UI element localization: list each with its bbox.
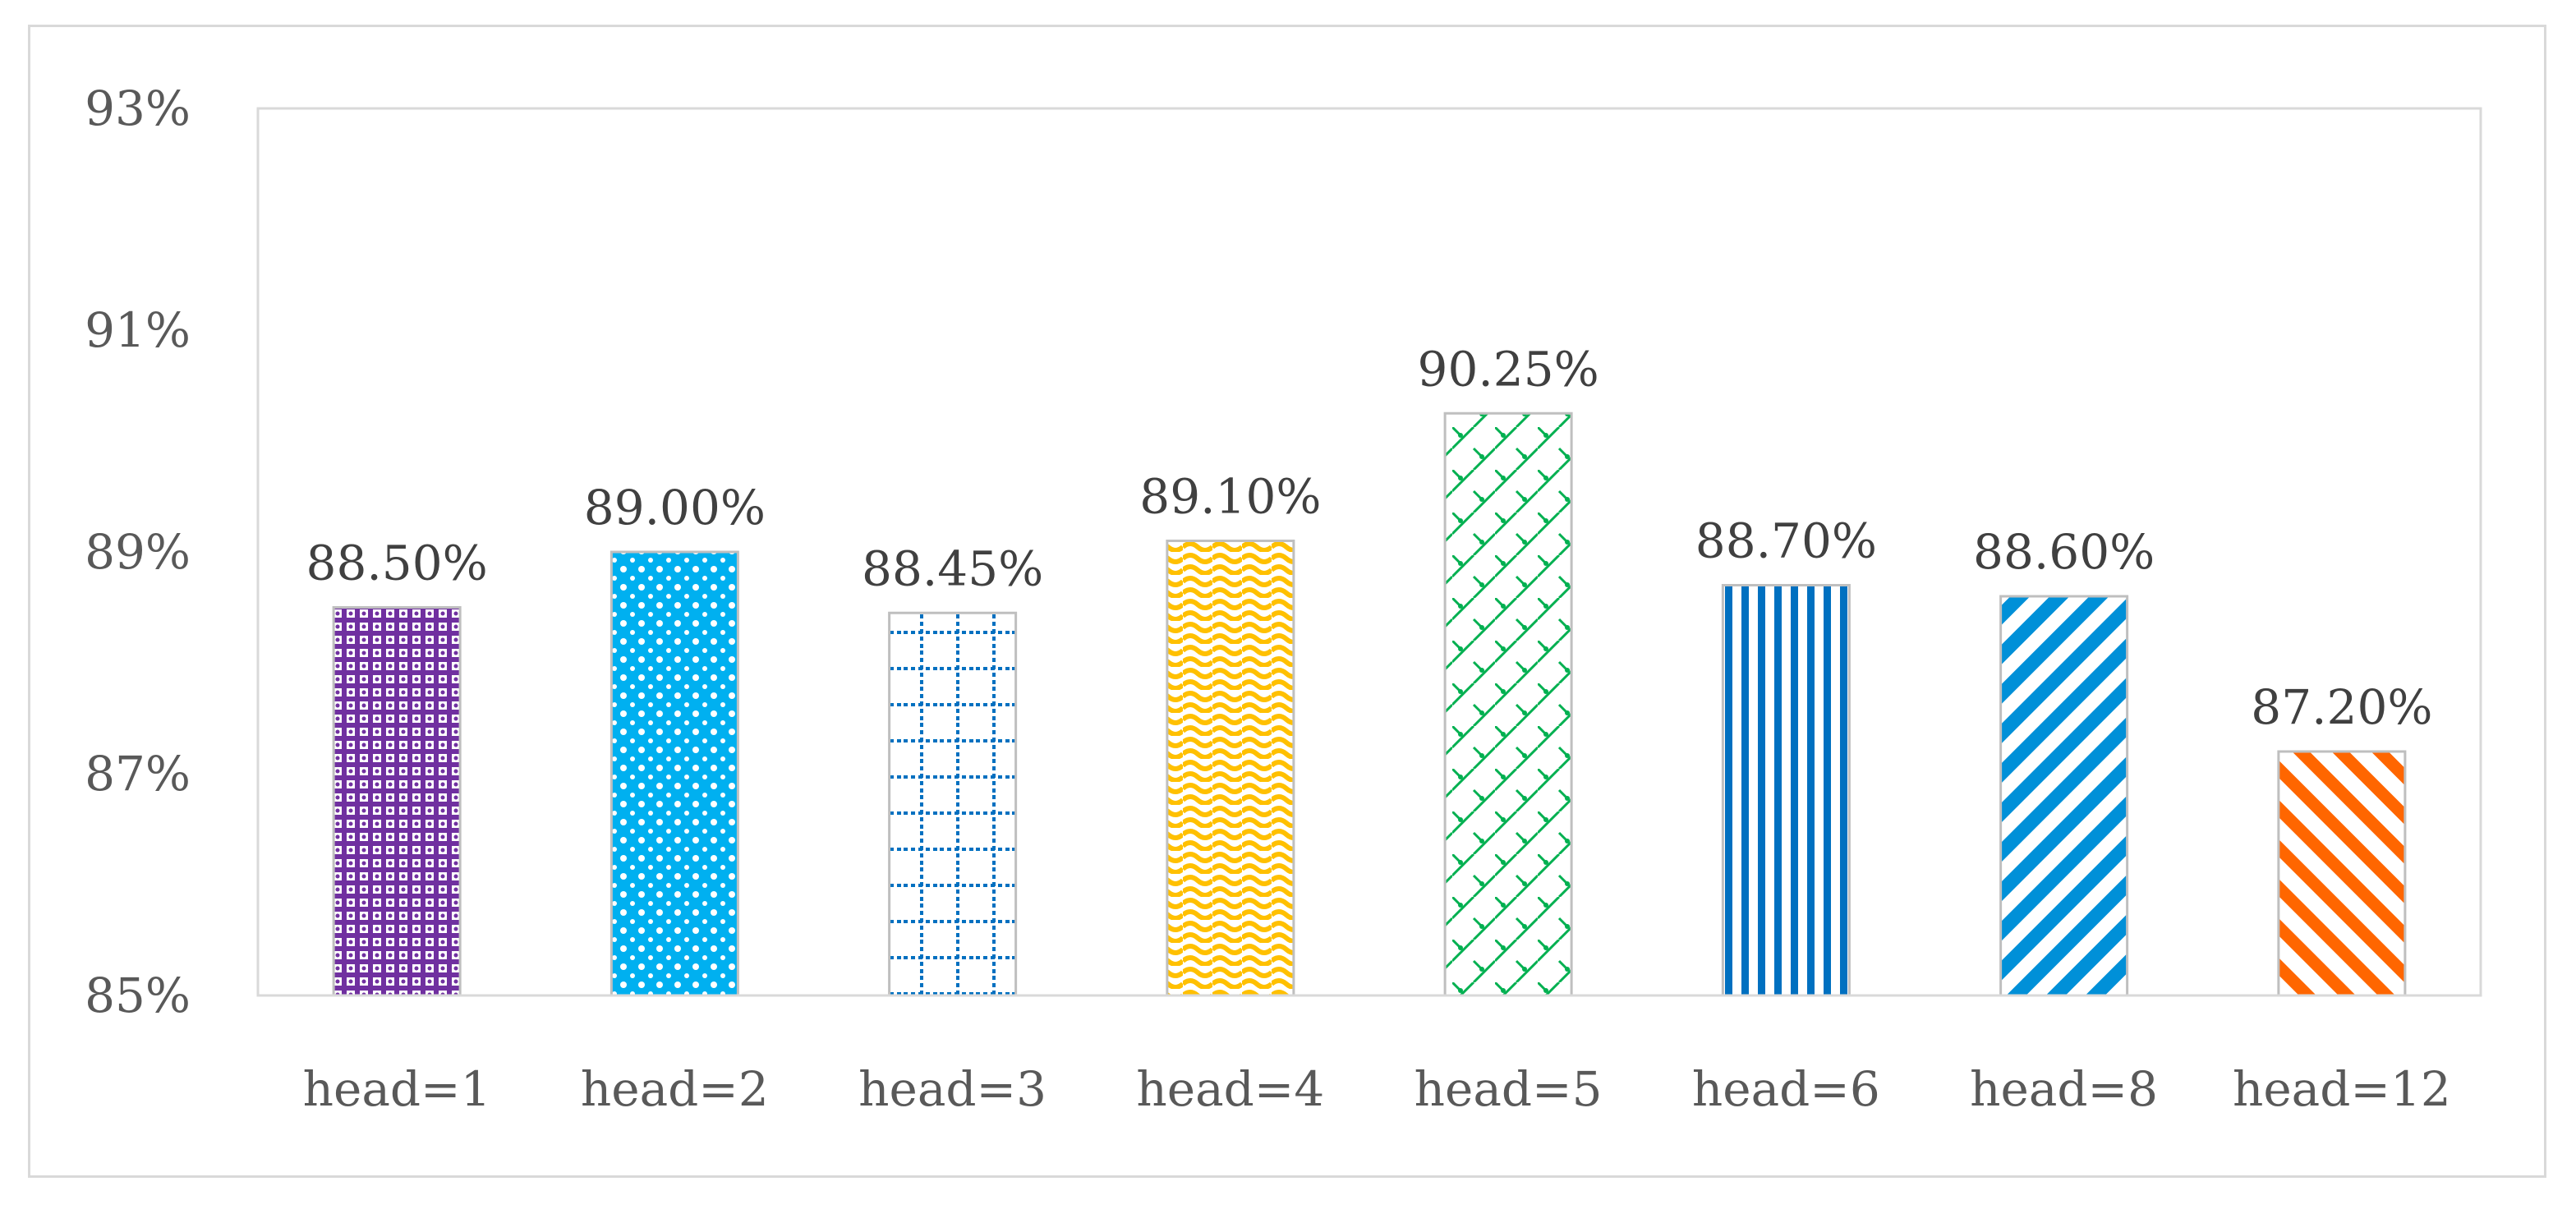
x-tick-label: head=6: [1692, 1061, 1880, 1117]
bar-head-2: [610, 550, 739, 997]
x-tick-label: head=4: [1136, 1061, 1324, 1117]
y-tick-label: 93%: [85, 80, 191, 136]
data-label: 89.10%: [1139, 469, 1321, 525]
x-tick-label: head=5: [1414, 1061, 1603, 1117]
bar-head-5: [1443, 411, 1573, 997]
data-label: 88.60%: [1973, 524, 2155, 580]
y-tick-label: 89%: [85, 524, 191, 580]
x-axis: head=1 head=2 head=3 head=4 head=5 head=6 head…: [303, 1061, 2451, 1117]
data-label: 90.25%: [1418, 341, 1599, 397]
x-tick-label: head=8: [1970, 1061, 2158, 1117]
y-axis: 85% 87% 89% 91% 93%: [85, 80, 191, 1023]
data-label: 88.45%: [862, 540, 1043, 596]
x-tick-label: head=12: [2233, 1061, 2451, 1117]
data-label: 88.70%: [1695, 513, 1877, 569]
bar-head-8: [1999, 595, 2129, 997]
x-tick-label: head=2: [581, 1061, 769, 1117]
data-label: 89.00%: [584, 480, 766, 536]
y-tick-label: 85%: [85, 968, 191, 1023]
data-label: 87.20%: [2251, 679, 2432, 735]
data-labels: 88.50% 89.00% 88.45% 89.10% 90.25% 88.70% 88.6…: [306, 341, 2433, 735]
bar-head-3: [888, 611, 1018, 997]
bar-head-12: [2277, 750, 2407, 997]
y-tick-label: 87%: [85, 746, 191, 802]
bar-head-6: [1721, 584, 1851, 997]
y-tick-label: 91%: [85, 302, 191, 358]
x-tick-label: head=1: [303, 1061, 491, 1117]
x-tick-label: head=3: [858, 1061, 1046, 1117]
data-label: 88.50%: [306, 536, 488, 591]
bar-head-4: [1166, 540, 1295, 997]
bar-head-1: [332, 606, 462, 997]
